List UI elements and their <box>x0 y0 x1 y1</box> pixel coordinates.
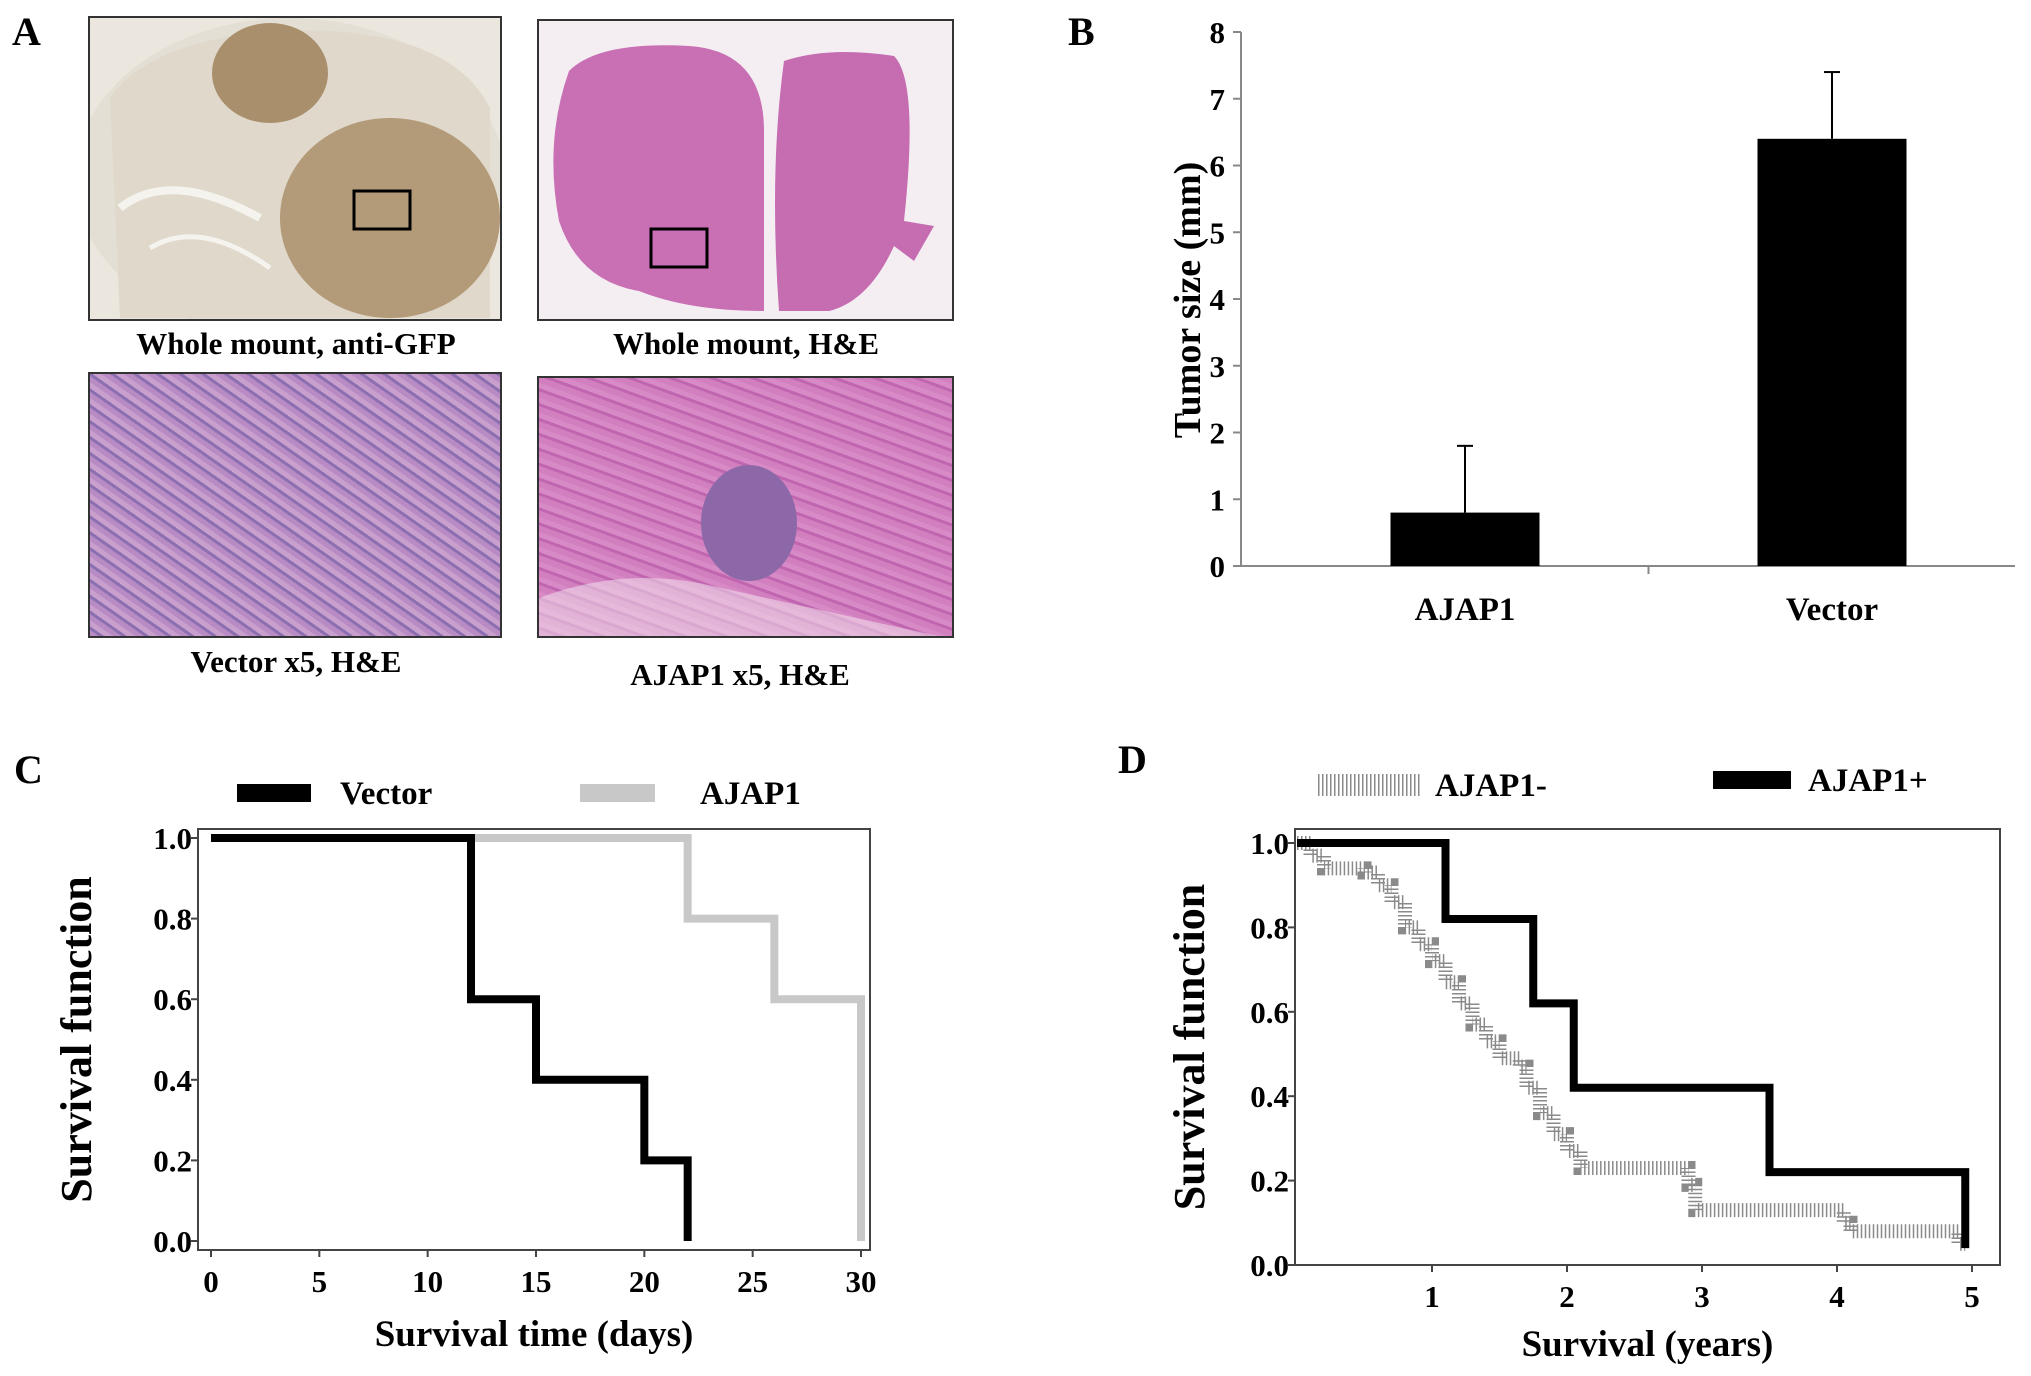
x-axis-label: Survival time (days) <box>375 1314 694 1355</box>
survival-chart-years: 0.0 0.2 0.4 0.6 0.8 1.0 1 2 3 4 5 Survival (years) S… <box>1165 763 2001 1365</box>
x-category-label: Vector <box>1786 592 1878 628</box>
x-tick-label: 4 <box>1829 1279 1845 1314</box>
y-tick-label: 1.0 <box>1250 826 1289 861</box>
y-tick-label: 1.0 <box>153 821 192 856</box>
y-tick-label: 0.0 <box>1250 1248 1289 1283</box>
survival-curve-ajap1- <box>1297 839 1970 1249</box>
legend-label: AJAP1- <box>1435 768 1547 804</box>
y-tick-label: 5 <box>1210 215 1226 250</box>
y-tick-label: 0.8 <box>1250 910 1289 945</box>
x-tick-label: 25 <box>737 1264 768 1299</box>
anti-gfp-section-drawing <box>90 18 500 319</box>
caption-ajap1-x5: AJAP1 x5, H&E <box>630 657 850 692</box>
y-tick-label: 1 <box>1210 482 1226 517</box>
x-tick-label: 10 <box>412 1264 443 1299</box>
survival-curve-ajap1- <box>1297 836 1966 1251</box>
y-tick-label: 0.2 <box>1250 1164 1289 1199</box>
survival-chart-days: 0.0 0.2 0.4 0.6 0.8 1.0 0 5 10 15 20 25 30 Survival t… <box>52 776 877 1355</box>
x-tick-label: 1 <box>1424 1279 1440 1314</box>
y-tick-label: 0.2 <box>153 1143 192 1178</box>
panel-label-a: A <box>12 9 41 54</box>
panel-label-c: C <box>14 747 43 792</box>
y-tick-label: 0.6 <box>153 982 192 1017</box>
x-tick-label: 5 <box>312 1264 328 1299</box>
whole-mount-anti-gfp-image <box>88 16 502 321</box>
legend-label: AJAP1+ <box>1808 763 1928 799</box>
y-axis-label: Survival function <box>1165 884 1214 1210</box>
bar-vector <box>1757 138 1907 567</box>
vector-x5-he-image <box>88 372 502 638</box>
y-tick-label: 0.4 <box>153 1063 192 1098</box>
y-axis-label: Tumor size (mm) <box>1167 162 1209 439</box>
bar-ajap1 <box>1390 512 1540 566</box>
caption-vector-x5: Vector x5, H&E <box>190 644 402 679</box>
x-axis-label: Survival (years) <box>1522 1324 1774 1365</box>
y-tick-label: 6 <box>1210 149 1226 184</box>
y-tick-label: 0.4 <box>1250 1079 1289 1114</box>
panel-label-d: D <box>1118 737 1147 782</box>
legend-label: AJAP1 <box>700 776 801 812</box>
y-tick-label: 3 <box>1210 349 1226 384</box>
y-tick-label: 4 <box>1210 282 1226 317</box>
caption-he: Whole mount, H&E <box>612 326 880 361</box>
ajap1-tumor-focus-drawing <box>539 465 938 636</box>
plot-frame <box>1294 828 2001 1266</box>
bar-chart-tumor-size: 0 1 2 3 4 5 6 7 8 AJAP1 Vector Tumor size (mm) <box>1167 15 2015 628</box>
x-tick-label: 30 <box>846 1264 877 1299</box>
whole-mount-he-image <box>537 19 954 321</box>
x-tick-label: 2 <box>1559 1279 1575 1314</box>
he-section-drawing <box>553 45 934 312</box>
ajap1-x5-he-image <box>537 376 954 638</box>
x-category-label: AJAP1 <box>1415 592 1516 628</box>
y-tick-label: 8 <box>1210 15 1226 50</box>
plot-frame <box>197 828 871 1251</box>
x-tick-label: 0 <box>203 1264 219 1299</box>
x-tick-label: 5 <box>1964 1279 1980 1314</box>
y-tick-label: 0 <box>1210 549 1226 584</box>
y-tick-label: 2 <box>1210 416 1226 451</box>
y-tick-label: 0.0 <box>153 1224 192 1259</box>
caption-anti-gfp: Whole mount, anti-GFP <box>136 326 456 361</box>
legend-label: Vector <box>340 776 432 812</box>
x-tick-label: 3 <box>1694 1279 1710 1314</box>
panel-label-b: B <box>1068 9 1095 54</box>
x-tick-label: 15 <box>521 1264 552 1299</box>
y-axis-label: Survival function <box>52 876 101 1202</box>
x-tick-label: 20 <box>629 1264 660 1299</box>
y-tick-label: 0.8 <box>153 902 192 937</box>
survival-curve-vector <box>211 834 692 1241</box>
y-tick-label: 0.6 <box>1250 995 1289 1030</box>
survival-curve-ajap1 <box>211 834 865 1241</box>
y-tick-label: 7 <box>1210 82 1226 117</box>
